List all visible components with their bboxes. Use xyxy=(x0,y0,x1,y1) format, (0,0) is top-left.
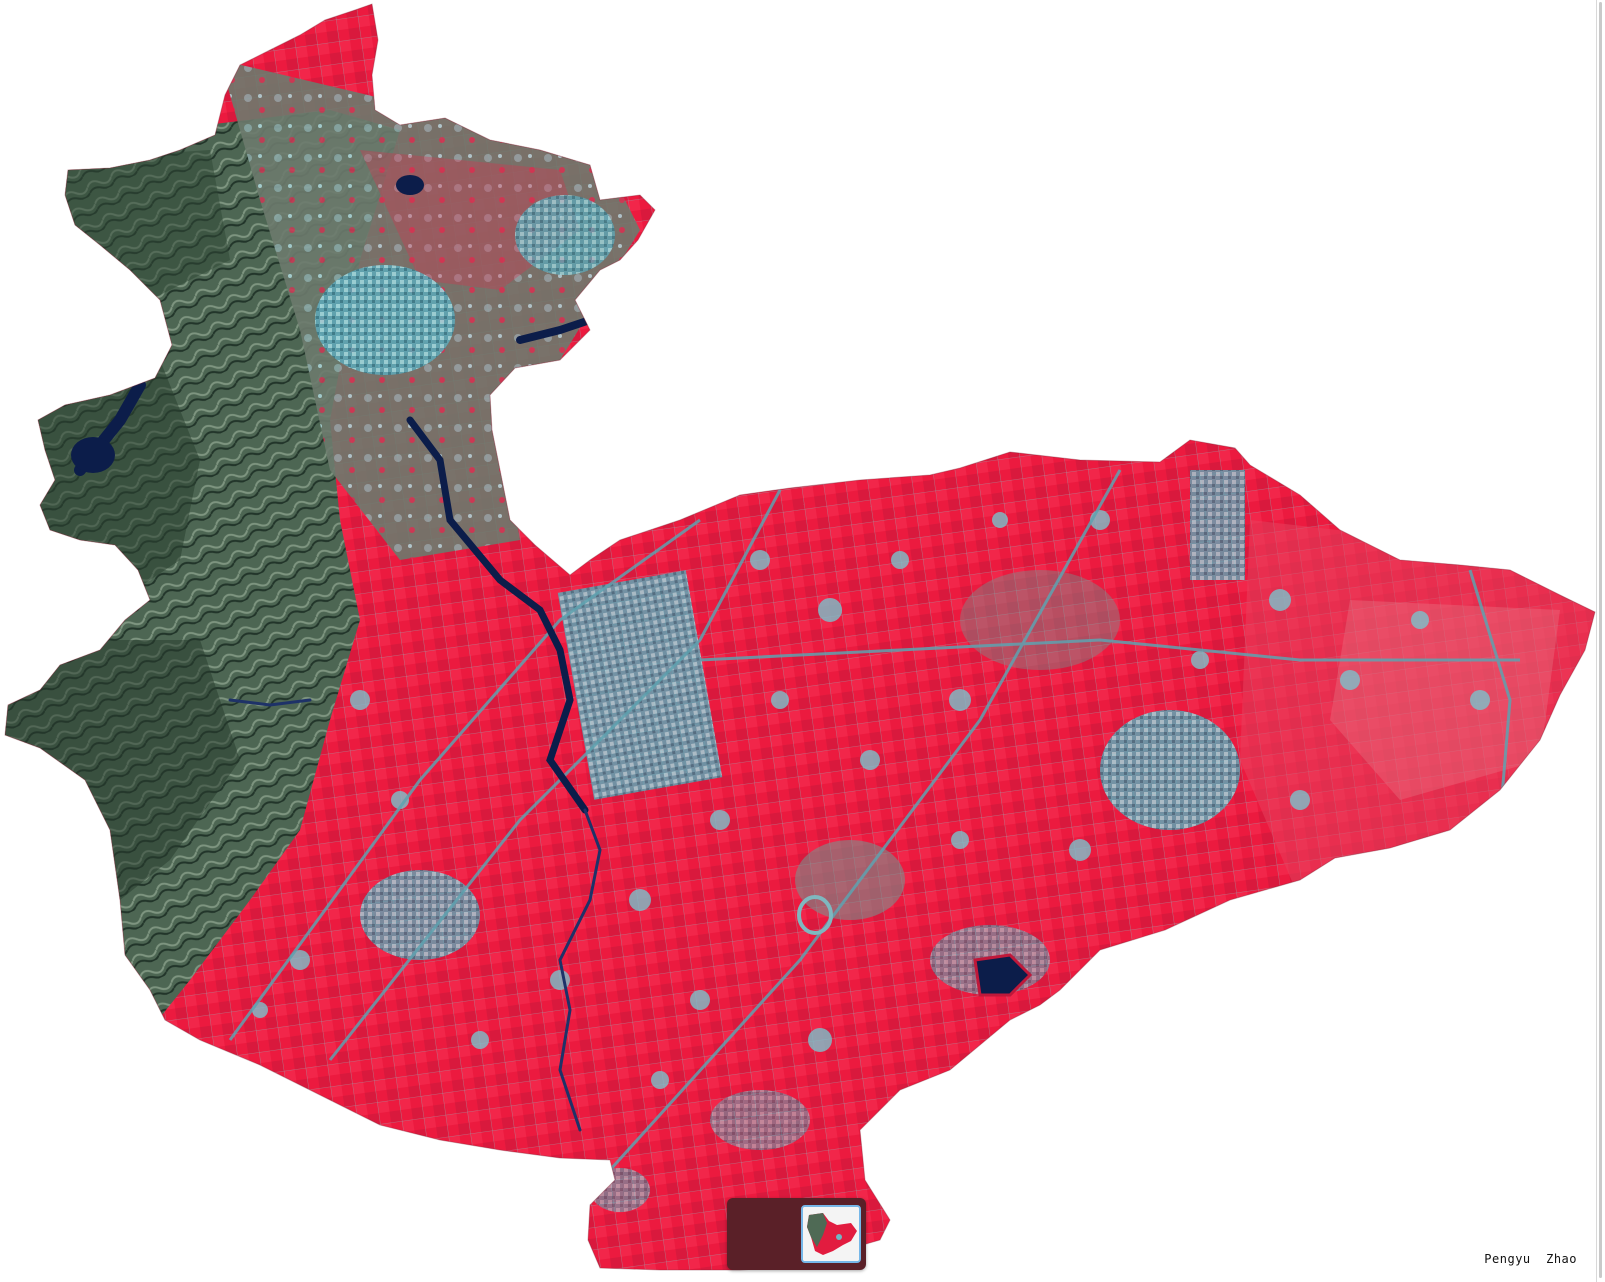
thumbnail-strip xyxy=(727,1198,866,1270)
scrollbar-thumb[interactable] xyxy=(1599,2,1602,1278)
author-label: Pengyu Zhao xyxy=(1484,1252,1577,1266)
thumbnail-selected[interactable] xyxy=(801,1205,861,1263)
vertical-scrollbar[interactable] xyxy=(1596,0,1605,1282)
thumbnail-preview-image xyxy=(803,1207,859,1261)
